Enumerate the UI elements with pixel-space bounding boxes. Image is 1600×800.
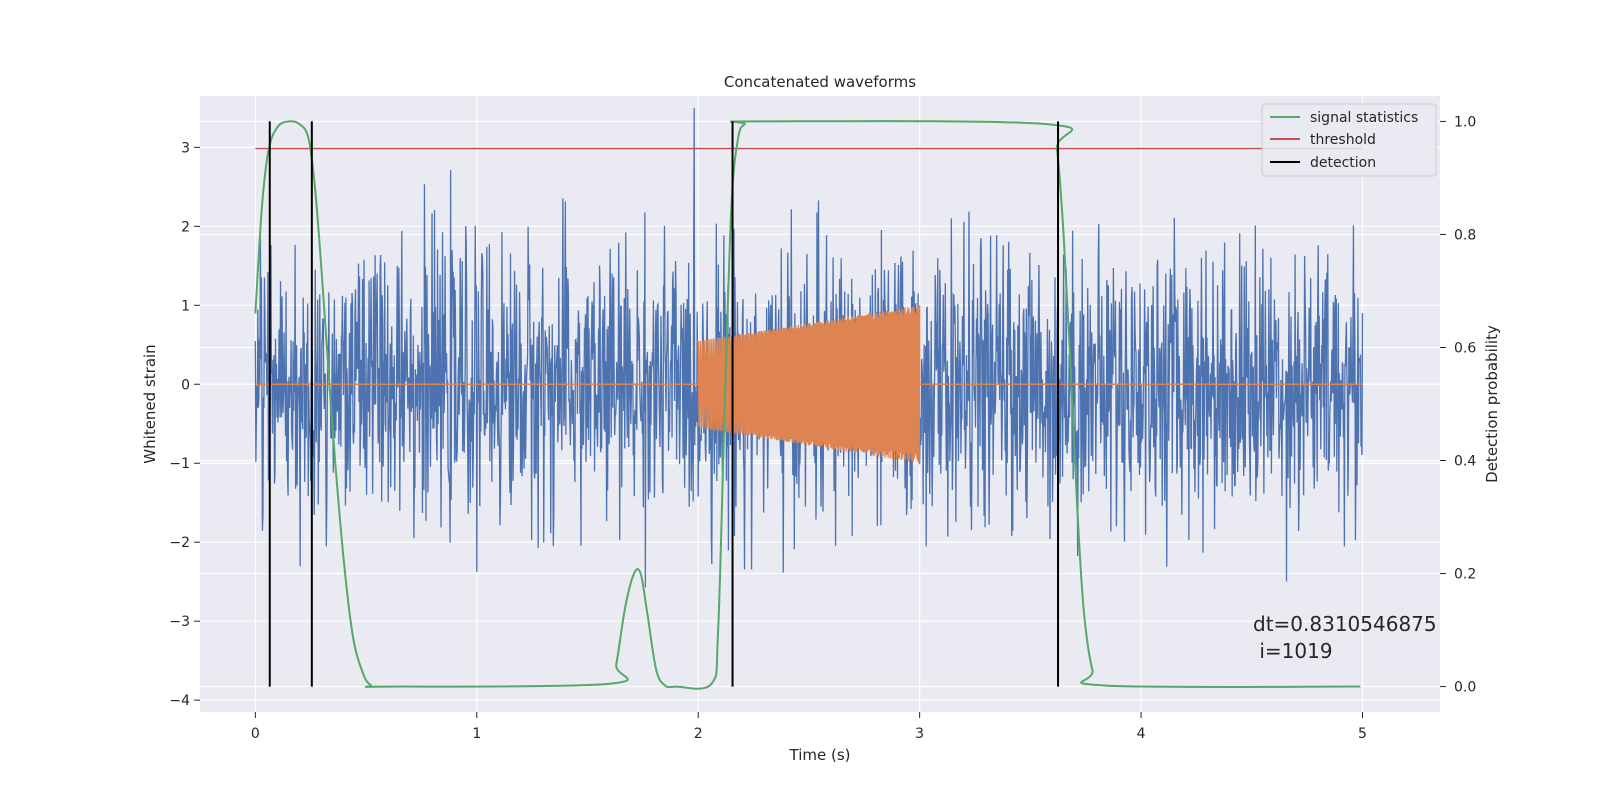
y2-axis-ticks: 0.0 0.2 0.4 0.6 0.8 1.0: [1440, 114, 1476, 696]
annotation-i: i=1019: [1253, 639, 1333, 663]
x-tick-label: 1: [472, 726, 481, 742]
series-signal-statistics: [254, 120, 1361, 690]
x-tick-label: 5: [1358, 726, 1367, 742]
y2-tick-label: 0.0: [1454, 680, 1476, 696]
x-axis-ticks: 0 1 2 3 4 5: [251, 712, 1367, 742]
series-detection: [268, 121, 1060, 687]
x-tick-label: 2: [694, 726, 703, 742]
y2-axis-label: Detection probability: [1483, 325, 1501, 483]
y2-tick-label: 0.4: [1454, 454, 1476, 470]
y-tick-label: −4: [169, 693, 190, 709]
y2-tick-label: 0.6: [1454, 340, 1476, 356]
y-tick-label: 3: [181, 140, 190, 156]
y-tick-label: 2: [181, 219, 190, 235]
legend-label-detection: detection: [1310, 155, 1376, 171]
y2-tick-label: 1.0: [1454, 114, 1476, 130]
y2-tick-label: 0.2: [1454, 567, 1476, 583]
y-tick-label: −2: [169, 535, 190, 551]
y-axis-ticks: −4 −3 −2 −1 0 1 2 3: [169, 140, 200, 709]
legend-box: [1261, 103, 1437, 177]
signal-statistics-line: [254, 120, 1361, 690]
chirp-line: [697, 305, 921, 464]
x-tick-label: 3: [915, 726, 924, 742]
legend: signal statistics threshold detection: [1261, 103, 1437, 177]
y-tick-label: −3: [169, 614, 190, 630]
x-axis-label: Time (s): [789, 746, 851, 764]
y-tick-label: 0: [181, 377, 190, 393]
x-tick-label: 4: [1137, 726, 1146, 742]
y2-tick-label: 0.8: [1454, 227, 1476, 243]
y-axis-label: Whitened strain: [141, 344, 159, 463]
y-tick-label: −1: [169, 456, 190, 472]
legend-label-threshold: threshold: [1310, 132, 1376, 148]
chart-title: Concatenated waveforms: [724, 73, 916, 91]
y-tick-label: 1: [181, 298, 190, 314]
legend-label-signal-statistics: signal statistics: [1310, 110, 1418, 126]
annotation-dt: dt=0.8310546875: [1253, 612, 1437, 636]
x-tick-label: 0: [251, 726, 260, 742]
